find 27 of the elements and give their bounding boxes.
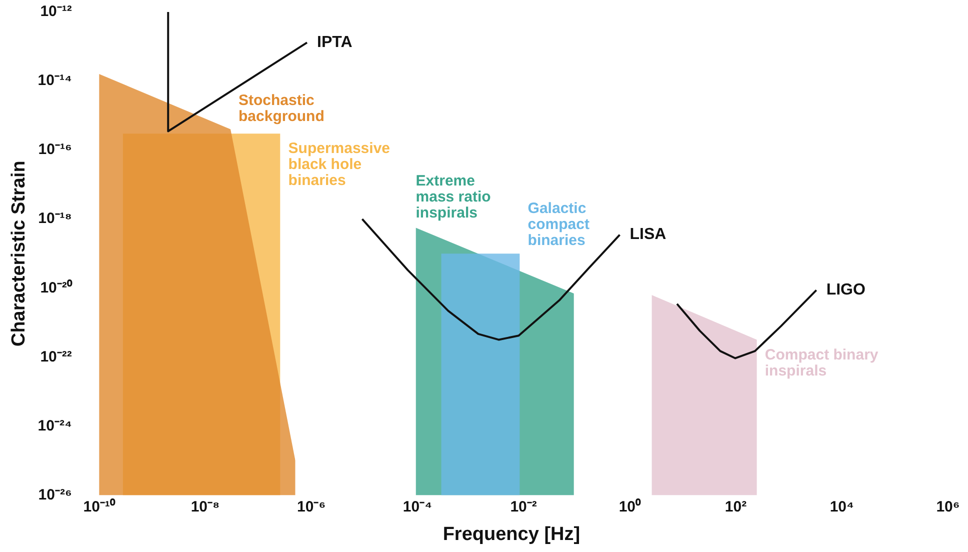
- x-tick-label: 10⁴: [830, 498, 854, 516]
- x-axis-title: Frequency [Hz]: [442, 524, 580, 545]
- y-tick-label: 10⁻²⁰: [40, 278, 73, 296]
- y-tick-label: 10⁻²⁴: [38, 417, 72, 434]
- x-tick-label: 10⁻¹⁰: [83, 497, 116, 516]
- series-label: LISA: [630, 226, 667, 244]
- y-tick-label: 10⁻²⁶: [38, 486, 72, 504]
- y-tick-label: 10⁻¹⁶: [38, 141, 72, 158]
- series-label: Galactic compact binaries: [528, 200, 590, 250]
- x-tick-label: 10⁻²: [510, 498, 537, 516]
- series-label: Supermassive black hole binaries: [288, 140, 390, 190]
- x-tick-label: 10⁻⁶: [297, 498, 326, 516]
- x-tick-label: 10⁻⁴: [402, 498, 432, 516]
- series-label: IPTA: [317, 34, 353, 51]
- y-axis-title: Characteristic Strain: [8, 160, 30, 347]
- y-tick-label: 10⁻²²: [40, 348, 72, 366]
- series-label: Compact binary inspirals: [764, 346, 879, 380]
- series-label: LIGO: [826, 282, 866, 299]
- y-tick-label: 10⁻¹⁸: [38, 210, 72, 228]
- x-tick-label: 10⁰: [618, 497, 642, 516]
- y-tick-label: 10⁻¹²: [40, 3, 72, 20]
- y-tick-label: 10⁻¹⁴: [38, 72, 72, 90]
- series-label: Extreme mass ratio inspirals: [416, 172, 491, 222]
- x-tick-label: 10²: [724, 498, 747, 516]
- x-tick-label: 10⁻⁸: [190, 498, 220, 516]
- series-label: Stochastic background: [238, 92, 324, 125]
- x-tick-label: 10⁶: [936, 498, 960, 516]
